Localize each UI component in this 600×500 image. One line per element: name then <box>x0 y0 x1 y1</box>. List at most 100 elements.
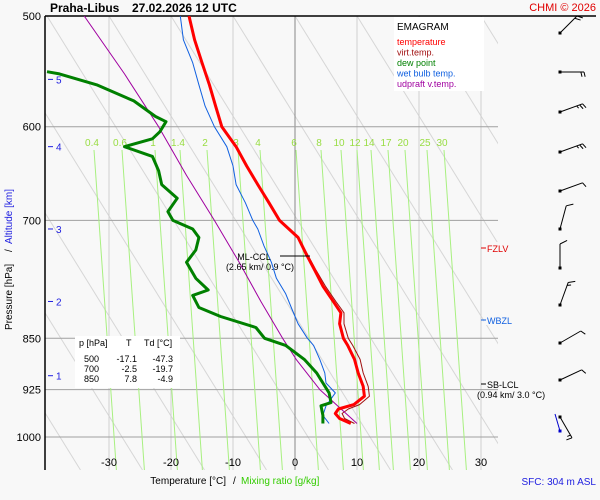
wind-barb-station <box>558 70 562 74</box>
mixing-ratio-line <box>370 149 394 470</box>
mixing-ratio-line <box>404 149 428 470</box>
mixing-ratio-label: 17 <box>380 138 392 149</box>
y-axis-label-altitude: Altitude [km] <box>4 189 15 244</box>
series-dew-point-line <box>46 70 333 424</box>
wind-barb-staff <box>559 369 582 381</box>
mixing-ratio-line <box>237 149 261 470</box>
mixing-ratio-line <box>154 149 178 470</box>
surface-info: SFC: 304 m ASL <box>522 477 597 488</box>
wind-barb-feather <box>580 71 583 77</box>
dry-adiabat-line <box>46 16 329 470</box>
table-cell: -2.5 <box>121 364 137 374</box>
wind-barb-feather <box>567 434 571 437</box>
temperature-tick-label: -30 <box>101 457 117 469</box>
pressure-tick-label: 600 <box>23 122 41 134</box>
altitude-tick-label: 5 <box>56 75 62 86</box>
table-cell: 700 <box>84 364 99 374</box>
temperature-tick-label: 10 <box>351 457 363 469</box>
legend-item: wet bulb temp. <box>396 69 456 79</box>
altitude-tick-label: 3 <box>56 225 62 236</box>
legend-item: udpraft v.temp. <box>397 79 456 89</box>
mixing-ratio-label: 10 <box>333 138 345 149</box>
mixing-ratio-line <box>295 149 319 470</box>
level-label-bg <box>484 378 524 389</box>
legend-box <box>394 17 484 91</box>
wind-barb-station <box>558 189 562 193</box>
table-cell: 500 <box>84 354 99 364</box>
wind-barb-feather <box>582 182 587 188</box>
dry-adiabat-line <box>45 211 205 470</box>
wind-barb-staff <box>559 143 583 153</box>
dry-adiabat-line <box>108 16 391 470</box>
pressure-tick-label: 850 <box>23 333 41 345</box>
mixing-ratio-line <box>340 149 364 470</box>
mixing-ratio-label: 0.4 <box>85 138 99 149</box>
wind-barb-feather <box>566 203 574 207</box>
wind-barb-feather <box>576 105 580 109</box>
wind-barb-staff <box>559 416 573 439</box>
sounding-table: p [hPa] T Td [°C] 500 -17.1 -47.3 700 -2.5 -19.7… <box>75 336 180 388</box>
mixing-ratio-line <box>443 149 467 470</box>
wind-barb-station <box>558 266 562 270</box>
dry-adiabat-line <box>232 16 498 445</box>
mixing-ratio-label: 25 <box>419 138 431 149</box>
wind-barb-station <box>558 415 562 419</box>
legend-item: temperature <box>397 37 446 47</box>
dry-adiabat-line <box>45 311 143 470</box>
wind-barb-staff <box>559 182 583 192</box>
mixing-ratio-label: 1.4 <box>171 138 185 149</box>
dry-adiabat-line <box>45 111 267 470</box>
chart-title: EMAGRAM <box>397 22 449 33</box>
pressure-tick-label: 500 <box>23 11 41 23</box>
mixing-ratio-label: 6 <box>291 138 297 149</box>
wind-barb-station <box>558 150 562 154</box>
wind-barb-station <box>558 31 562 35</box>
mixing-ratio-label: 4 <box>255 138 261 149</box>
wind-barb <box>558 280 576 307</box>
copyright: CHMI © 2026 <box>529 2 596 14</box>
wind-barb <box>558 415 573 441</box>
mixing-ratio-line <box>426 149 450 470</box>
series-temperature-line <box>187 16 366 425</box>
wind-barb <box>558 369 587 382</box>
legend-item: dew point <box>397 58 436 68</box>
wind-barb-staff <box>559 205 567 230</box>
temperature-tick-label: -20 <box>163 457 179 469</box>
mixing-ratio-label: 2 <box>202 138 208 149</box>
x-axis-label-mixing: Mixing ratio [g/kg] <box>241 476 320 487</box>
station-title: Praha-Libus <box>50 1 120 15</box>
mixing-ratio-line <box>356 149 380 470</box>
wind-barb <box>558 330 586 345</box>
mixing-ratio-label: 12 <box>349 138 361 149</box>
wind-barb-feather <box>583 71 586 77</box>
dry-adiabat-line <box>294 16 498 345</box>
surface-wind-station <box>558 429 562 433</box>
table-background <box>75 336 180 388</box>
wind-barb <box>558 103 587 114</box>
wind-barb-station <box>558 227 562 231</box>
table-header: p [hPa] <box>79 338 108 348</box>
surface-wind-barb <box>554 413 561 432</box>
dry-adiabat-line <box>543 16 600 470</box>
dry-adiabat-line <box>418 16 498 145</box>
mixing-ratio-label: 14 <box>363 138 375 149</box>
level-label-bg <box>484 314 518 325</box>
wind-barb-feather <box>581 369 587 374</box>
wind-barb-feather <box>568 280 576 283</box>
wind-barb-feather <box>574 17 581 21</box>
y-axis-sep: / <box>4 249 15 252</box>
level-label-sb-lcl: SB-LCL <box>487 380 519 390</box>
mixing-ratio-label: 30 <box>436 138 448 149</box>
mixing-ratio-line <box>206 149 230 470</box>
y-axis-label: Pressure [hPa] <box>4 264 15 330</box>
legend-item: virt.temp. <box>397 48 434 58</box>
wind-barb-feather <box>582 103 587 109</box>
table-cell: -4.9 <box>157 374 173 384</box>
level-label-fzlv: FZLV <box>487 244 508 254</box>
table-cell: -17.1 <box>116 354 137 364</box>
table-cell: -19.7 <box>152 364 173 374</box>
level-detail: (0.94 km/ 3.0 °C) <box>477 390 545 400</box>
wind-barb-staff <box>559 330 582 344</box>
